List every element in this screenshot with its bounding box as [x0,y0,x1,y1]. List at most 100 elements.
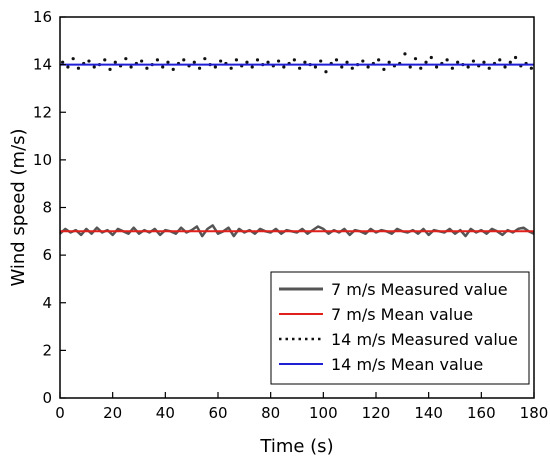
data-point [456,60,460,64]
data-point [413,57,418,61]
x-tick-label: 120 [362,404,391,422]
x-tick-label: 0 [55,404,65,422]
x-tick-label: 40 [156,404,175,422]
y-tick-label: 8 [42,199,52,217]
x-tick-label: 100 [309,404,338,422]
data-point [266,60,270,64]
legend-label: 7 m/s Mean value [331,305,473,324]
x-tick-label: 180 [520,404,549,422]
y-tick-label: 10 [33,151,52,169]
y-tick-label: 6 [42,246,52,264]
data-point [250,65,254,69]
series-7-measured-line [59,224,535,238]
ticks-layer: 0 20 40 60 80 100 120 140 160 180 0 2 4 6 8 10 12 14 16 [33,8,548,422]
legend-item: 7 m/s Mean value [279,305,473,324]
data-point [450,66,454,70]
data-point [429,55,433,60]
data-point [403,52,407,56]
data-point [361,59,365,63]
data-point [87,59,91,63]
data-point [245,60,249,64]
data-point [324,70,328,74]
legend-label: 7 m/s Measured value [331,280,508,299]
data-point [419,66,423,70]
data-point [108,67,112,71]
data-point [366,65,370,69]
data-point [76,66,81,70]
data-point [382,67,386,71]
data-point [145,66,149,70]
data-point [124,57,128,61]
data-point [219,59,223,63]
data-point [503,65,507,69]
data-point [408,65,412,69]
data-point [61,60,65,64]
data-point [282,65,286,69]
data-point [334,58,339,62]
data-point [66,65,70,69]
legend-items: 7 m/s Measured value 7 m/s Mean value 14 m… [279,280,518,374]
data-point [466,65,470,69]
data-point [313,65,318,69]
legend-item: 7 m/s Measured value [279,280,508,299]
data-point [192,60,196,64]
data-point [303,60,307,64]
data-point [377,58,381,62]
x-tick-label: 160 [467,404,496,422]
data-point [513,55,518,60]
x-tick-label: 60 [208,404,227,422]
y-tick-label: 2 [42,341,52,359]
data-point [387,60,391,64]
data-point [203,57,207,61]
data-point [445,58,449,62]
legend-item: 14 m/s Mean value [279,355,483,374]
data-point [434,65,439,69]
x-tick-label: 80 [261,404,280,422]
data-point [508,60,512,64]
data-point [255,58,260,62]
data-point [166,60,170,64]
y-tick-label: 16 [33,8,52,26]
x-tick-label: 20 [103,404,122,422]
data-point [424,60,428,64]
data-point [171,67,175,71]
data-point [71,57,75,61]
data-point [234,58,239,62]
data-point [298,66,302,70]
data-point [471,59,476,63]
data-point [113,60,117,64]
legend-label: 14 m/s Mean value [331,355,483,374]
data-point [182,58,186,62]
data-point [229,66,233,70]
data-point [213,65,217,69]
data-point [498,58,502,62]
data-point [140,59,144,63]
y-tick-label: 12 [33,103,52,121]
data-point [103,58,107,62]
y-tick-label: 4 [42,294,52,312]
data-point [487,66,491,70]
legend-box [270,271,530,385]
data-point [92,65,96,69]
y-tick-label: 0 [42,389,52,407]
data-point [129,65,133,69]
series-14-measured-points [61,52,533,74]
data-point [319,59,323,63]
data-point [345,60,349,64]
y-axis-title: Wind speed (m/s) [8,128,29,286]
legend-item: 14 m/s Measured value [279,330,518,349]
data-point [350,66,354,70]
y-tick-label: 14 [33,56,52,74]
legend: 7 m/s Measured value 7 m/s Mean value 14 m… [270,271,530,385]
data-point [197,66,202,70]
data-point [155,58,160,62]
data-point [292,58,296,62]
x-tick-label: 140 [414,404,443,422]
data-point [529,66,533,70]
data-point [276,59,281,63]
data-point [340,65,344,69]
data-point [482,60,486,64]
legend-label: 14 m/s Measured value [331,330,518,349]
x-axis-title: Time (s) [259,436,333,457]
